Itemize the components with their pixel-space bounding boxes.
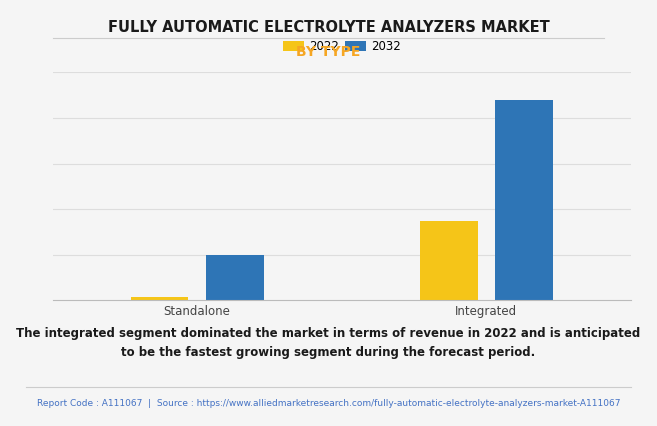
Legend: 2022, 2032: 2022, 2032 xyxy=(279,36,404,56)
Bar xyxy=(206,255,263,300)
Text: BY TYPE: BY TYPE xyxy=(296,45,361,59)
Text: The integrated segment dominated the market in terms of revenue in 2022 and is a: The integrated segment dominated the mar… xyxy=(16,327,641,359)
Bar xyxy=(420,221,478,300)
Bar xyxy=(131,297,189,300)
Text: Report Code : A111067  |  Source : https://www.alliedmarketresearch.com/fully-au: Report Code : A111067 | Source : https:/… xyxy=(37,399,620,409)
Text: FULLY AUTOMATIC ELECTROLYTE ANALYZERS MARKET: FULLY AUTOMATIC ELECTROLYTE ANALYZERS MA… xyxy=(108,20,549,35)
Bar xyxy=(495,100,553,300)
